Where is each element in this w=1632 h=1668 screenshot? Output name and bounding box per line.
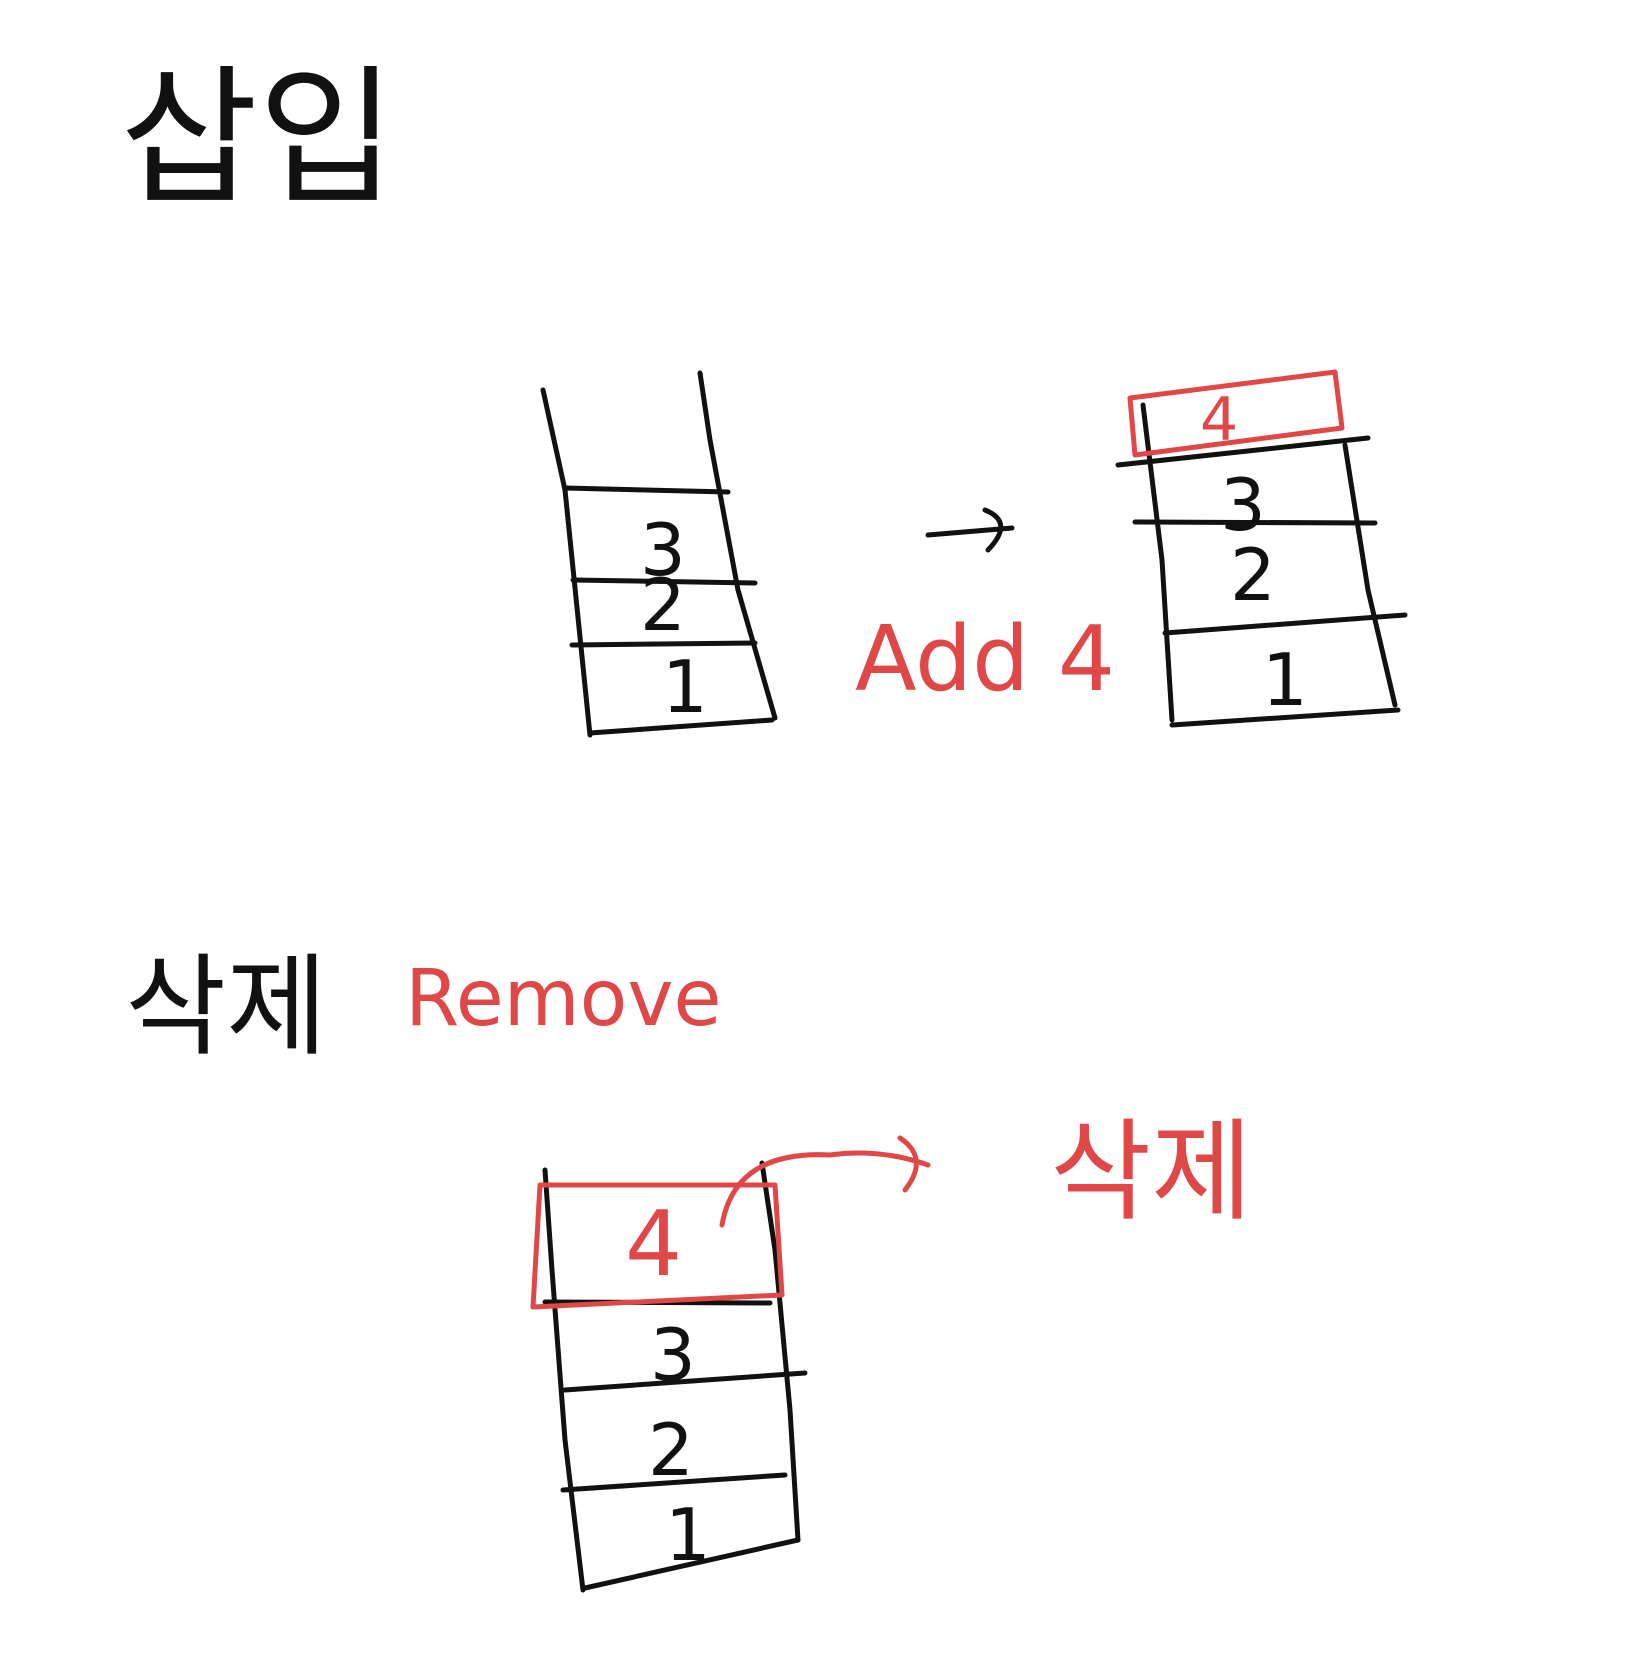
stack-before-right-wall — [697, 370, 778, 721]
stack-before-cell: 1 — [662, 645, 708, 729]
stack-remove-line — [562, 1370, 808, 1393]
stack-remove-right-wall — [759, 1160, 801, 1543]
insert-heading: 삽입 — [120, 52, 396, 226]
removed-item-highlight — [530, 1182, 785, 1310]
stack-after-cell: 3 — [1220, 463, 1266, 547]
stack-remove: 4 3 2 1 — [530, 1160, 808, 1593]
stack-before-bottom — [587, 717, 775, 736]
stack-remove-bottom — [582, 1537, 801, 1591]
stack-after-line — [1115, 435, 1371, 468]
stack-before-line — [570, 577, 758, 586]
arrow-shaft — [925, 525, 1015, 538]
stack-after-left-wall — [1140, 402, 1175, 723]
removed-result-label: 삭제 — [1050, 1108, 1252, 1236]
remove-arrow — [719, 1135, 931, 1228]
arrow-head — [982, 507, 1004, 553]
stack-remove-cell-top: 4 — [625, 1192, 682, 1297]
stack-after-line — [1162, 612, 1408, 636]
stack-remove-cell: 2 — [648, 1408, 694, 1492]
stack-before-left-wall — [540, 387, 593, 738]
remove-heading: 삭제 — [125, 943, 327, 1071]
insert-arrow — [925, 507, 1015, 553]
add-4-label: Add 4 — [855, 607, 1115, 712]
stack-before-insert: 3 2 1 — [540, 370, 778, 738]
stack-before-cell: 3 — [640, 508, 686, 592]
stack-before-cell: 2 — [640, 563, 686, 647]
stack-remove-left-wall — [542, 1167, 586, 1593]
stack-remove-cell: 1 — [665, 1493, 711, 1577]
stack-remove-cell: 3 — [650, 1313, 696, 1397]
stack-before-top-line — [562, 485, 731, 495]
remove-arrow-head — [897, 1135, 919, 1193]
stack-after-cell: 1 — [1262, 638, 1308, 722]
stack-after-line — [1132, 519, 1378, 526]
stack-after-cell-new: 4 — [1200, 385, 1238, 455]
stack-after-cell: 2 — [1230, 533, 1276, 617]
stack-after-bottom — [1169, 707, 1401, 728]
remove-label: Remove — [405, 954, 722, 1044]
stack-after-insert: 4 3 2 1 — [1115, 369, 1408, 728]
new-item-highlight — [1127, 369, 1345, 458]
stack-after-right-wall — [1342, 442, 1398, 708]
stack-before-line — [569, 640, 758, 648]
remove-arrow-curve — [719, 1150, 931, 1228]
stack-remove-line — [560, 1472, 788, 1493]
